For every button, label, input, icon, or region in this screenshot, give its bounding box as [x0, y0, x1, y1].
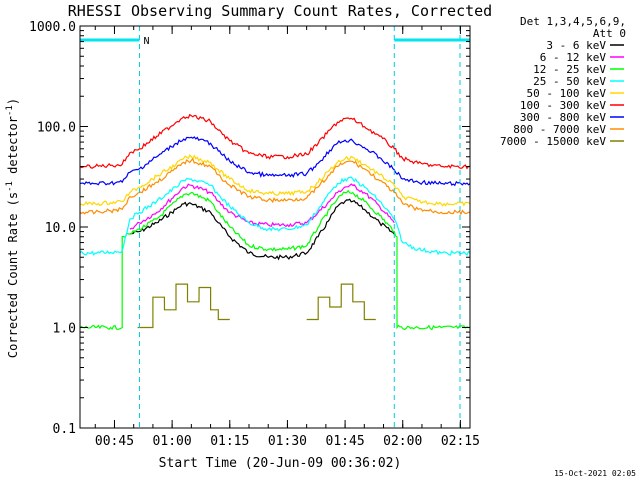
x-tick-label-5: 02:00	[383, 434, 422, 449]
series-7-line	[79, 157, 471, 216]
series-0-line	[129, 198, 395, 261]
series-5-path	[79, 113, 470, 170]
x-tick-label-3: 01:30	[268, 434, 307, 449]
x-tick-label-2: 01:15	[210, 434, 249, 449]
y-axis-label-sup1: -1	[5, 181, 15, 192]
chart-title: RHESSI Observing Summary Count Rates, Co…	[68, 2, 492, 20]
legend-label-5: 100 - 300 keV	[520, 99, 606, 112]
series-2-line	[79, 189, 470, 331]
y-axis-label-sup2: -1	[5, 105, 15, 116]
series-6-line	[79, 136, 471, 187]
plot-frame	[79, 25, 471, 429]
y-tick-label-3: 100.0	[37, 121, 76, 136]
legend-label-8: 7000 - 15000 keV	[500, 135, 606, 148]
y-axis-label-end: )	[6, 98, 20, 105]
x-tick-label-6: 02:15	[441, 434, 480, 449]
y-axis-label-mid: detector	[6, 116, 20, 181]
x-tick-label-4: 01:45	[326, 434, 365, 449]
series-2-path	[79, 189, 470, 331]
x-tick-label-0: 00:45	[95, 434, 134, 449]
y-tick-label-0: 0.1	[53, 422, 76, 437]
series-0-path	[129, 198, 395, 261]
series-4-line	[79, 154, 471, 207]
footer-timestamp: 15-Oct-2021 02:05	[554, 469, 636, 478]
x-tick-label-1: 01:00	[153, 434, 192, 449]
y-tick-label-1: 1.0	[53, 322, 76, 337]
series-8-path	[137, 283, 376, 329]
series-4-path	[79, 154, 471, 207]
y-tick-label-4: 1000.0	[29, 20, 76, 35]
legend-label-4: 50 - 100 keV	[527, 87, 607, 100]
y-tick-label-2: 10.0	[45, 221, 76, 236]
series-3-line	[79, 176, 471, 256]
legend-label-2: 12 - 25 keV	[533, 63, 606, 76]
legend-label-1: 6 - 12 keV	[540, 51, 607, 64]
y-axis-label-main: Corrected Count Rate (s	[6, 192, 20, 358]
y-axis-label: Corrected Count Rate (s-1 detector-1)	[5, 98, 20, 358]
series-5-line	[79, 113, 470, 170]
x-axis-label: Start Time (20-Jun-09 00:36:02)	[159, 456, 402, 471]
series-3-path	[79, 176, 471, 256]
series-1-line	[129, 183, 395, 230]
series-8-line	[137, 283, 376, 329]
legend-label-0: 3 - 6 keV	[546, 39, 606, 52]
series-7-path	[79, 157, 471, 216]
legend-label-6: 300 - 800 keV	[520, 111, 606, 124]
series-1-path	[129, 183, 395, 230]
axes: 0.1 1.0 10.0 100.0 1000.0 00:45 01:00 01:15 01:3…	[29, 20, 480, 449]
plot-area: N	[79, 26, 471, 428]
legend-header-0: Det 1,3,4,5,6,9,	[520, 15, 626, 28]
series-6-path	[79, 136, 471, 187]
legend-label-7: 800 - 7000 keV	[513, 123, 606, 136]
legend-label-3: 25 - 50 keV	[533, 75, 606, 88]
night-marker: N	[143, 36, 149, 47]
legend-header-1: Att 0	[593, 27, 626, 40]
